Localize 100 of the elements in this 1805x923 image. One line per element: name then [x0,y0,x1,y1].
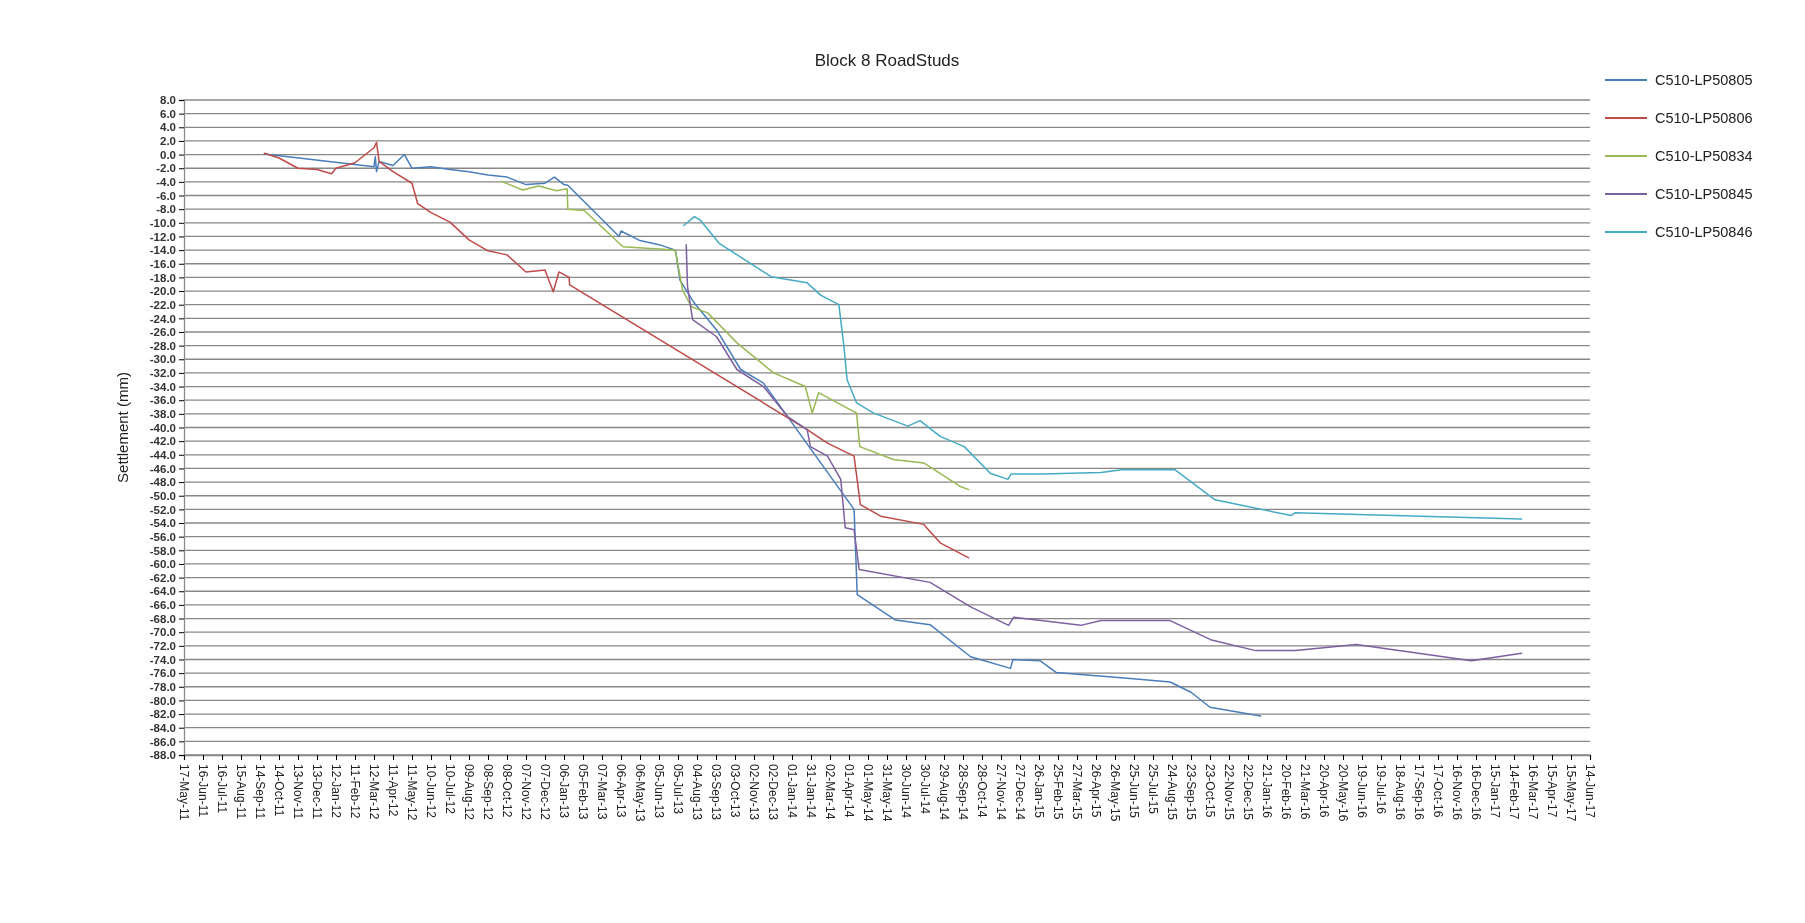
y-tick-label: -70.0 [149,626,176,639]
x-tick-label: 25-Jul-15 [1146,764,1161,815]
x-tick-label: 23-Oct-15 [1203,764,1218,818]
x-tick-label: 26-Apr-15 [1089,764,1104,818]
y-tick-label: -44.0 [149,448,176,461]
y-tick-label: -84.0 [149,721,176,734]
x-tick-label: 26-Jan-15 [1032,764,1047,819]
x-tick-label: 27-Dec-14 [1013,764,1028,821]
y-tick-label: -22.0 [149,298,176,311]
y-tick-label: -50.0 [149,489,176,502]
x-tick-label: 22-Nov-15 [1222,764,1237,821]
x-tick-label: 10-Jul-12 [443,764,458,815]
y-tick-label: -42.0 [149,435,176,448]
y-tick-label: -26.0 [149,326,176,339]
x-tick-label: 01-Apr-14 [842,764,857,818]
y-tick-label: 4.0 [160,121,176,134]
x-tick-label: 26-May-15 [1108,764,1123,822]
y-tick-label: 8.0 [160,94,176,107]
y-tick-label: -54.0 [149,517,176,530]
x-tick-label: 30-Jul-14 [918,764,933,815]
x-tick-label: 20-Apr-16 [1317,764,1332,818]
y-tick-label: -56.0 [149,530,176,543]
x-tick-label: 27-Nov-14 [994,764,1009,821]
x-tick-label: 06-Apr-13 [614,764,629,818]
legend-label: C510-LP50846 [1655,224,1753,241]
x-tick-label: 14-Sep-11 [253,764,268,820]
x-tick-label: 17-May-11 [177,764,192,821]
x-tick-label: 05-Jul-13 [671,764,686,815]
x-tick-label: 16-Jul-11 [215,764,230,814]
y-tick-label: -46.0 [149,462,176,475]
x-tick-label: 27-Mar-15 [1070,764,1085,820]
y-tick-label: -52.0 [149,503,176,516]
x-tick-label: 01-May-14 [861,764,876,822]
y-tick-label: -78.0 [149,680,176,693]
line-series [263,153,1262,717]
y-tick-label: -28.0 [149,339,176,352]
x-tick-label: 30-Jun-14 [899,764,914,819]
line-series [685,243,1523,662]
x-tick-label: 14-Jun-17 [1583,764,1598,819]
x-tick-label: 22-Dec-15 [1241,764,1256,821]
y-tick-label: -48.0 [149,476,176,489]
y-tick-label: -10.0 [149,216,176,229]
y-tick-label: -38.0 [149,408,176,421]
x-tick-label: 14-Feb-17 [1507,764,1522,820]
line-series [682,215,1523,520]
y-tick-label: -66.0 [149,599,176,612]
y-tick-label: -88.0 [149,749,176,762]
y-tick-label: -86.0 [149,735,176,748]
y-tick-label: 6.0 [160,107,176,120]
x-tick-label: 28-Sep-14 [956,764,971,821]
y-tick-label: -72.0 [149,640,176,653]
x-tick-label: 15-Aug-11 [234,764,249,820]
x-tick-label: 12-Mar-12 [367,764,382,820]
x-tick-label: 12-Jan-12 [329,764,344,819]
x-tick-label: 05-Jun-13 [652,764,667,819]
x-tick-label: 14-Oct-11 [272,764,287,817]
y-tick-label: -60.0 [149,558,176,571]
x-tick-label: 08-Sep-12 [481,764,496,821]
y-tick-label: -58.0 [149,544,176,557]
y-tick-label: -30.0 [149,353,176,366]
y-tick-label: -12.0 [149,230,176,243]
y-tick-label: -20.0 [149,285,176,298]
x-tick-label: 16-Jun-11 [196,764,211,818]
legend-label: C510-LP50834 [1655,148,1753,165]
y-tick-label: -82.0 [149,708,176,721]
legend-label: C510-LP50806 [1655,110,1753,127]
x-tick-label: 18-Aug-16 [1393,764,1408,821]
y-tick-label: -16.0 [149,257,176,270]
x-tick-label: 29-Aug-14 [937,764,952,821]
y-tick-label: -6.0 [156,189,176,202]
x-tick-label: 25-Jun-15 [1127,764,1142,819]
x-tick-label: 31-May-14 [880,764,895,822]
x-tick-label: 04-Aug-13 [690,764,705,821]
y-tick-label: -40.0 [149,421,176,434]
y-tick-label: -14.0 [149,244,176,257]
x-tick-label: 17-Sep-16 [1412,764,1427,821]
x-tick-label: 28-Oct-14 [975,764,990,818]
x-tick-label: 11-May-12 [405,764,420,821]
x-tick-label: 20-Feb-16 [1279,764,1294,820]
x-tick-label: 10-Jun-12 [424,764,439,819]
y-tick-label: -8.0 [156,203,176,216]
y-tick-label: -36.0 [149,394,176,407]
legend-label: C510-LP50805 [1655,72,1753,89]
x-tick-label: 16-Dec-16 [1469,764,1484,821]
y-tick-label: -4.0 [156,176,176,189]
x-tick-label: 31-Jan-14 [804,764,819,819]
x-tick-label: 16-Mar-17 [1526,764,1541,820]
y-tick-label: -18.0 [149,271,176,284]
x-tick-label: 03-Oct-13 [728,764,743,818]
x-tick-label: 02-Dec-13 [766,764,781,821]
x-tick-label: 19-Jul-16 [1374,764,1389,815]
y-tick-label: -34.0 [149,380,176,393]
y-tick-label: 2.0 [160,135,176,148]
x-tick-label: 21-Mar-16 [1298,764,1313,820]
x-tick-label: 15-May-17 [1564,764,1579,822]
y-tick-label: -80.0 [149,694,176,707]
x-tick-label: 02-Nov-13 [747,764,762,821]
y-axis-title: Settlement (mm) [114,372,131,483]
y-tick-label: -32.0 [149,367,176,380]
x-tick-label: 11-Apr-12 [386,764,401,817]
